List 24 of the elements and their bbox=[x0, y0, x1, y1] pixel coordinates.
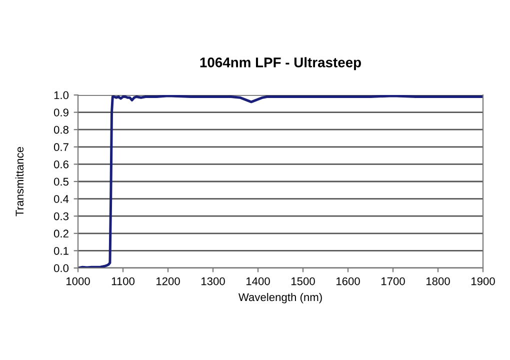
x-tick-label: 1700 bbox=[381, 277, 405, 286]
y-axis-title: Transmittance bbox=[15, 147, 24, 216]
y-tick-label: 0.6 bbox=[54, 160, 68, 168]
x-tick-label: 1600 bbox=[336, 277, 360, 286]
y-tick-label: 0.8 bbox=[54, 126, 68, 134]
y-tick-label: 0.3 bbox=[54, 212, 68, 220]
x-tick-label: 1800 bbox=[426, 277, 450, 286]
x-axis-title: Wavelength (nm) bbox=[238, 292, 322, 304]
y-tick-label: 0.7 bbox=[54, 143, 68, 152]
y-tick-label: 1.0 bbox=[54, 91, 69, 100]
x-tick-label: 1000 bbox=[66, 277, 90, 286]
y-tick-label: 0.5 bbox=[54, 178, 69, 186]
y-tick-label: 0.2 bbox=[54, 230, 68, 238]
y-tick-label: 0.1 bbox=[54, 246, 68, 255]
y-tick-label: 0.9 bbox=[54, 108, 68, 116]
x-tick-label: 1300 bbox=[201, 277, 225, 286]
x-tick-label: 1400 bbox=[246, 277, 270, 286]
x-tick-label: 1200 bbox=[156, 277, 180, 286]
y-tick-label: 0.4 bbox=[54, 195, 69, 203]
x-tick-label: 1500 bbox=[291, 277, 315, 286]
y-tick-label: 0.0 bbox=[54, 264, 69, 272]
chart-title: 1064nm LPF - Ultrasteep bbox=[200, 57, 361, 70]
x-tick-label: 1100 bbox=[112, 277, 135, 286]
x-tick-label: 1900 bbox=[471, 277, 495, 286]
